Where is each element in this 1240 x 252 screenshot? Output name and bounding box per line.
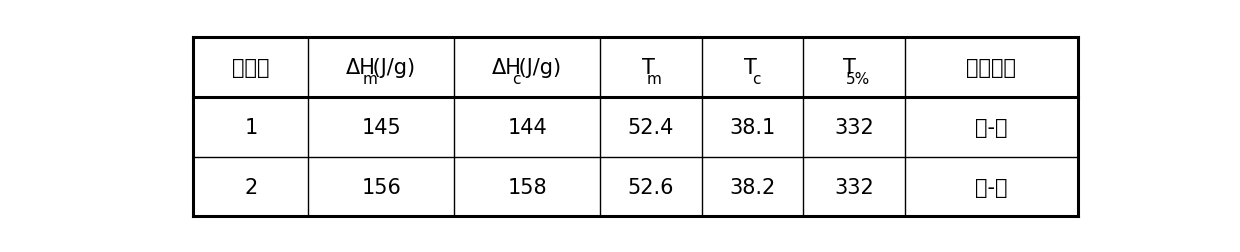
Text: 相变类型: 相变类型 bbox=[966, 58, 1017, 78]
Text: T: T bbox=[642, 58, 655, 78]
Text: ΔH: ΔH bbox=[346, 58, 376, 78]
Text: 52.6: 52.6 bbox=[627, 177, 675, 197]
Text: 38.1: 38.1 bbox=[729, 117, 776, 137]
Text: (J/g): (J/g) bbox=[366, 58, 415, 78]
Text: 38.2: 38.2 bbox=[729, 177, 776, 197]
Text: 1: 1 bbox=[244, 117, 258, 137]
Text: T: T bbox=[744, 58, 756, 78]
Text: c: c bbox=[512, 72, 521, 87]
Text: m: m bbox=[363, 72, 378, 87]
Text: (J/g): (J/g) bbox=[512, 58, 562, 78]
Text: 145: 145 bbox=[361, 117, 402, 137]
Text: 332: 332 bbox=[835, 117, 874, 137]
Text: 5%: 5% bbox=[846, 72, 870, 87]
Text: 2: 2 bbox=[244, 177, 258, 197]
Text: 固-固: 固-固 bbox=[975, 117, 1008, 137]
Text: 52.4: 52.4 bbox=[627, 117, 675, 137]
Text: 158: 158 bbox=[507, 177, 547, 197]
Text: 332: 332 bbox=[835, 177, 874, 197]
Text: 156: 156 bbox=[361, 177, 402, 197]
Text: c: c bbox=[751, 72, 760, 87]
Text: 144: 144 bbox=[507, 117, 547, 137]
Text: 固-固: 固-固 bbox=[975, 177, 1008, 197]
Text: ΔH: ΔH bbox=[492, 58, 522, 78]
Text: m: m bbox=[647, 72, 662, 87]
Text: 实施例: 实施例 bbox=[232, 58, 269, 78]
Text: T: T bbox=[843, 58, 856, 78]
